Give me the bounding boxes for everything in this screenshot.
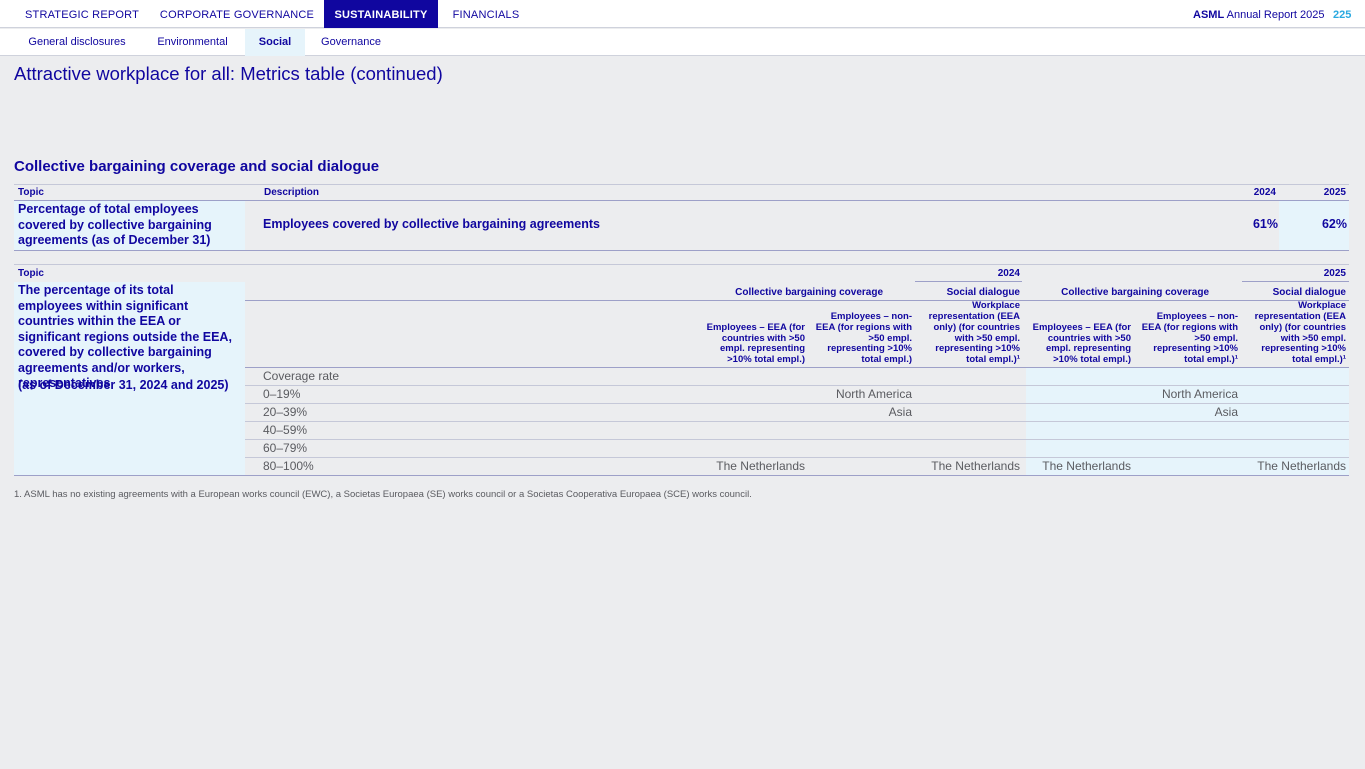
row-divider	[245, 457, 1349, 458]
brand-report-title: Annual Report 2025	[1224, 9, 1325, 21]
brand-logo-text: ASML	[1193, 9, 1225, 21]
col-workplace-rep-2025: Workplace representation (EEA only) (for…	[1244, 300, 1346, 366]
coverage-rate-row-label: 0–19%	[263, 387, 301, 401]
col-eea-2024-label: Employees – EEA (for countries with >50 …	[706, 321, 805, 366]
page-number: 225	[1333, 9, 1352, 21]
col-non-eea-2024: Employees – non-EEA (for regions with >5…	[812, 304, 912, 366]
col-workplace-rep-2024-label: Workplace representation (EEA only) (for…	[928, 300, 1020, 366]
col-eea-2024: Employees – EEA (for countries with >50 …	[702, 304, 805, 366]
group-cbc-2024: Collective bargaining coverage	[735, 287, 883, 298]
coverage-rate-label: Coverage rate	[263, 369, 340, 383]
table1-header-description: Description	[264, 187, 320, 198]
tab-strategic-report[interactable]: STRATEGIC REPORT	[24, 9, 140, 21]
table1-header-2025: 2025	[1323, 187, 1346, 198]
coverage-cell-noneea-2025: Asia	[1214, 405, 1238, 419]
year-2025-band	[1026, 368, 1349, 476]
table1-topic-cell	[14, 201, 245, 250]
table2-topic-cell	[14, 282, 245, 476]
col-workplace-rep-2025-label: Workplace representation (EEA only) (for…	[1254, 300, 1346, 366]
report-brand: ASML Annual Report 2025	[1193, 0, 1324, 31]
table1-value-2024: 61%	[1252, 217, 1278, 231]
coverage-cell-wr-2025: The Netherlands	[1257, 459, 1346, 473]
table2-header-2025: 2025	[1323, 268, 1346, 279]
subnav-general-disclosures[interactable]: General disclosures	[28, 36, 126, 48]
section-title: Collective bargaining coverage and socia…	[14, 158, 380, 175]
top-navigation: STRATEGIC REPORT CORPORATE GOVERNANCE SU…	[0, 0, 1365, 28]
col-eea-2025-label: Employees – EEA (for countries with >50 …	[1032, 321, 1131, 366]
col-workplace-rep-2024: Workplace representation (EEA only) (for…	[917, 300, 1020, 366]
coverage-cell-wr-2024: The Netherlands	[931, 459, 1020, 473]
tab-financials[interactable]: FINANCIALS	[452, 9, 520, 21]
row-divider	[245, 421, 1349, 422]
group-cbc-2025: Collective bargaining coverage	[1061, 287, 1209, 298]
footnote: 1. ASML has no existing agreements with …	[14, 489, 752, 500]
group-social-dialogue-2024: Social dialogue	[946, 287, 1020, 298]
table2-header-2024: 2024	[997, 268, 1020, 279]
coverage-cell-eea-2025: The Netherlands	[1042, 459, 1131, 473]
row-divider	[245, 403, 1349, 404]
coverage-rate-row-label: 40–59%	[263, 423, 308, 437]
table2-topic: The percentage of its total employees wi…	[18, 283, 232, 390]
table1-2025-cell	[1279, 201, 1349, 250]
table1-topic: Percentage of total employees covered by…	[18, 202, 212, 247]
row-divider	[14, 475, 1349, 476]
col-non-eea-2024-label: Employees – non-EEA (for regions with >5…	[815, 311, 912, 366]
table1-description: Employees covered by collective bargaini…	[263, 217, 600, 231]
col-non-eea-2025-label: Employees – non-EEA (for regions with >5…	[1141, 311, 1238, 366]
coverage-rate-row-label: 80–100%	[263, 459, 314, 473]
tab-sustainability[interactable]: SUSTAINABILITY	[324, 0, 438, 28]
table1-header-topic: Topic	[18, 187, 44, 198]
coverage-rate-row-label: 60–79%	[263, 441, 308, 455]
table1-value-2025: 62%	[1321, 217, 1347, 231]
subnav-governance[interactable]: Governance	[321, 36, 381, 48]
coverage-cell-noneea-2024: Asia	[888, 405, 912, 419]
row-divider	[245, 439, 1349, 440]
coverage-cell-eea-2024: The Netherlands	[716, 459, 805, 473]
coverage-rate-row-label: 20–39%	[263, 405, 308, 419]
sub-navigation: General disclosures Environmental Social…	[0, 29, 1365, 56]
col-non-eea-2025: Employees – non-EEA (for regions with >5…	[1138, 304, 1238, 366]
table2-header-topic: Topic	[18, 268, 44, 279]
group-social-dialogue-2025: Social dialogue	[1272, 287, 1346, 298]
subnav-environmental[interactable]: Environmental	[157, 36, 228, 48]
table1-header-2024: 2024	[1253, 187, 1276, 198]
col-eea-2025: Employees – EEA (for countries with >50 …	[1028, 304, 1131, 366]
subnav-social[interactable]: Social	[245, 29, 305, 56]
page-title: Attractive workplace for all: Metrics ta…	[14, 63, 443, 84]
tab-corporate-governance[interactable]: CORPORATE GOVERNANCE	[159, 9, 315, 21]
coverage-cell-noneea-2025: North America	[1161, 387, 1238, 401]
coverage-cell-noneea-2024: North America	[835, 387, 912, 401]
table2-topic-date: (as of December 31, 2024 and 2025)	[18, 378, 229, 392]
